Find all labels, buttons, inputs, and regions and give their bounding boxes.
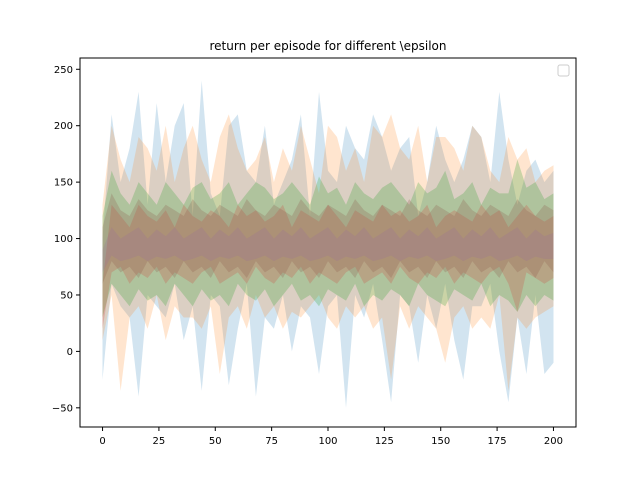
series-band-3	[102, 159, 554, 318]
series-layer	[102, 80, 554, 408]
y-tick-label: 250	[54, 65, 73, 76]
series-band-5	[102, 227, 554, 273]
x-tick-label: 175	[488, 436, 507, 447]
y-tick-label: 50	[60, 290, 73, 301]
x-tick-label: 200	[544, 436, 563, 447]
chart-title: return per episode for different \epsilo…	[210, 39, 447, 53]
x-tick-label: 100	[318, 436, 337, 447]
x-tick-label: 0	[99, 436, 105, 447]
x-tick-label: 150	[431, 436, 450, 447]
x-tick-label: 25	[153, 436, 166, 447]
y-tick-label: −50	[52, 403, 73, 414]
y-tick-label: 100	[54, 234, 73, 245]
y-tick-label: 0	[67, 347, 73, 358]
y-axis: −50 0 50 100 150 200 250	[52, 65, 80, 414]
series-band-1	[102, 80, 554, 408]
x-tick-label: 75	[265, 436, 278, 447]
x-tick-label: 125	[375, 436, 394, 447]
series-band-4	[102, 204, 554, 329]
legend-box[interactable]	[557, 64, 570, 77]
y-tick-label: 200	[54, 121, 73, 132]
y-tick-label: 150	[54, 178, 73, 189]
x-tick-label: 50	[209, 436, 222, 447]
x-axis: 0 25 50 75 100 125 150 175 200	[99, 427, 563, 447]
series-band-2	[102, 114, 554, 391]
series-band-6	[102, 193, 554, 284]
plot-frame	[79, 57, 577, 428]
